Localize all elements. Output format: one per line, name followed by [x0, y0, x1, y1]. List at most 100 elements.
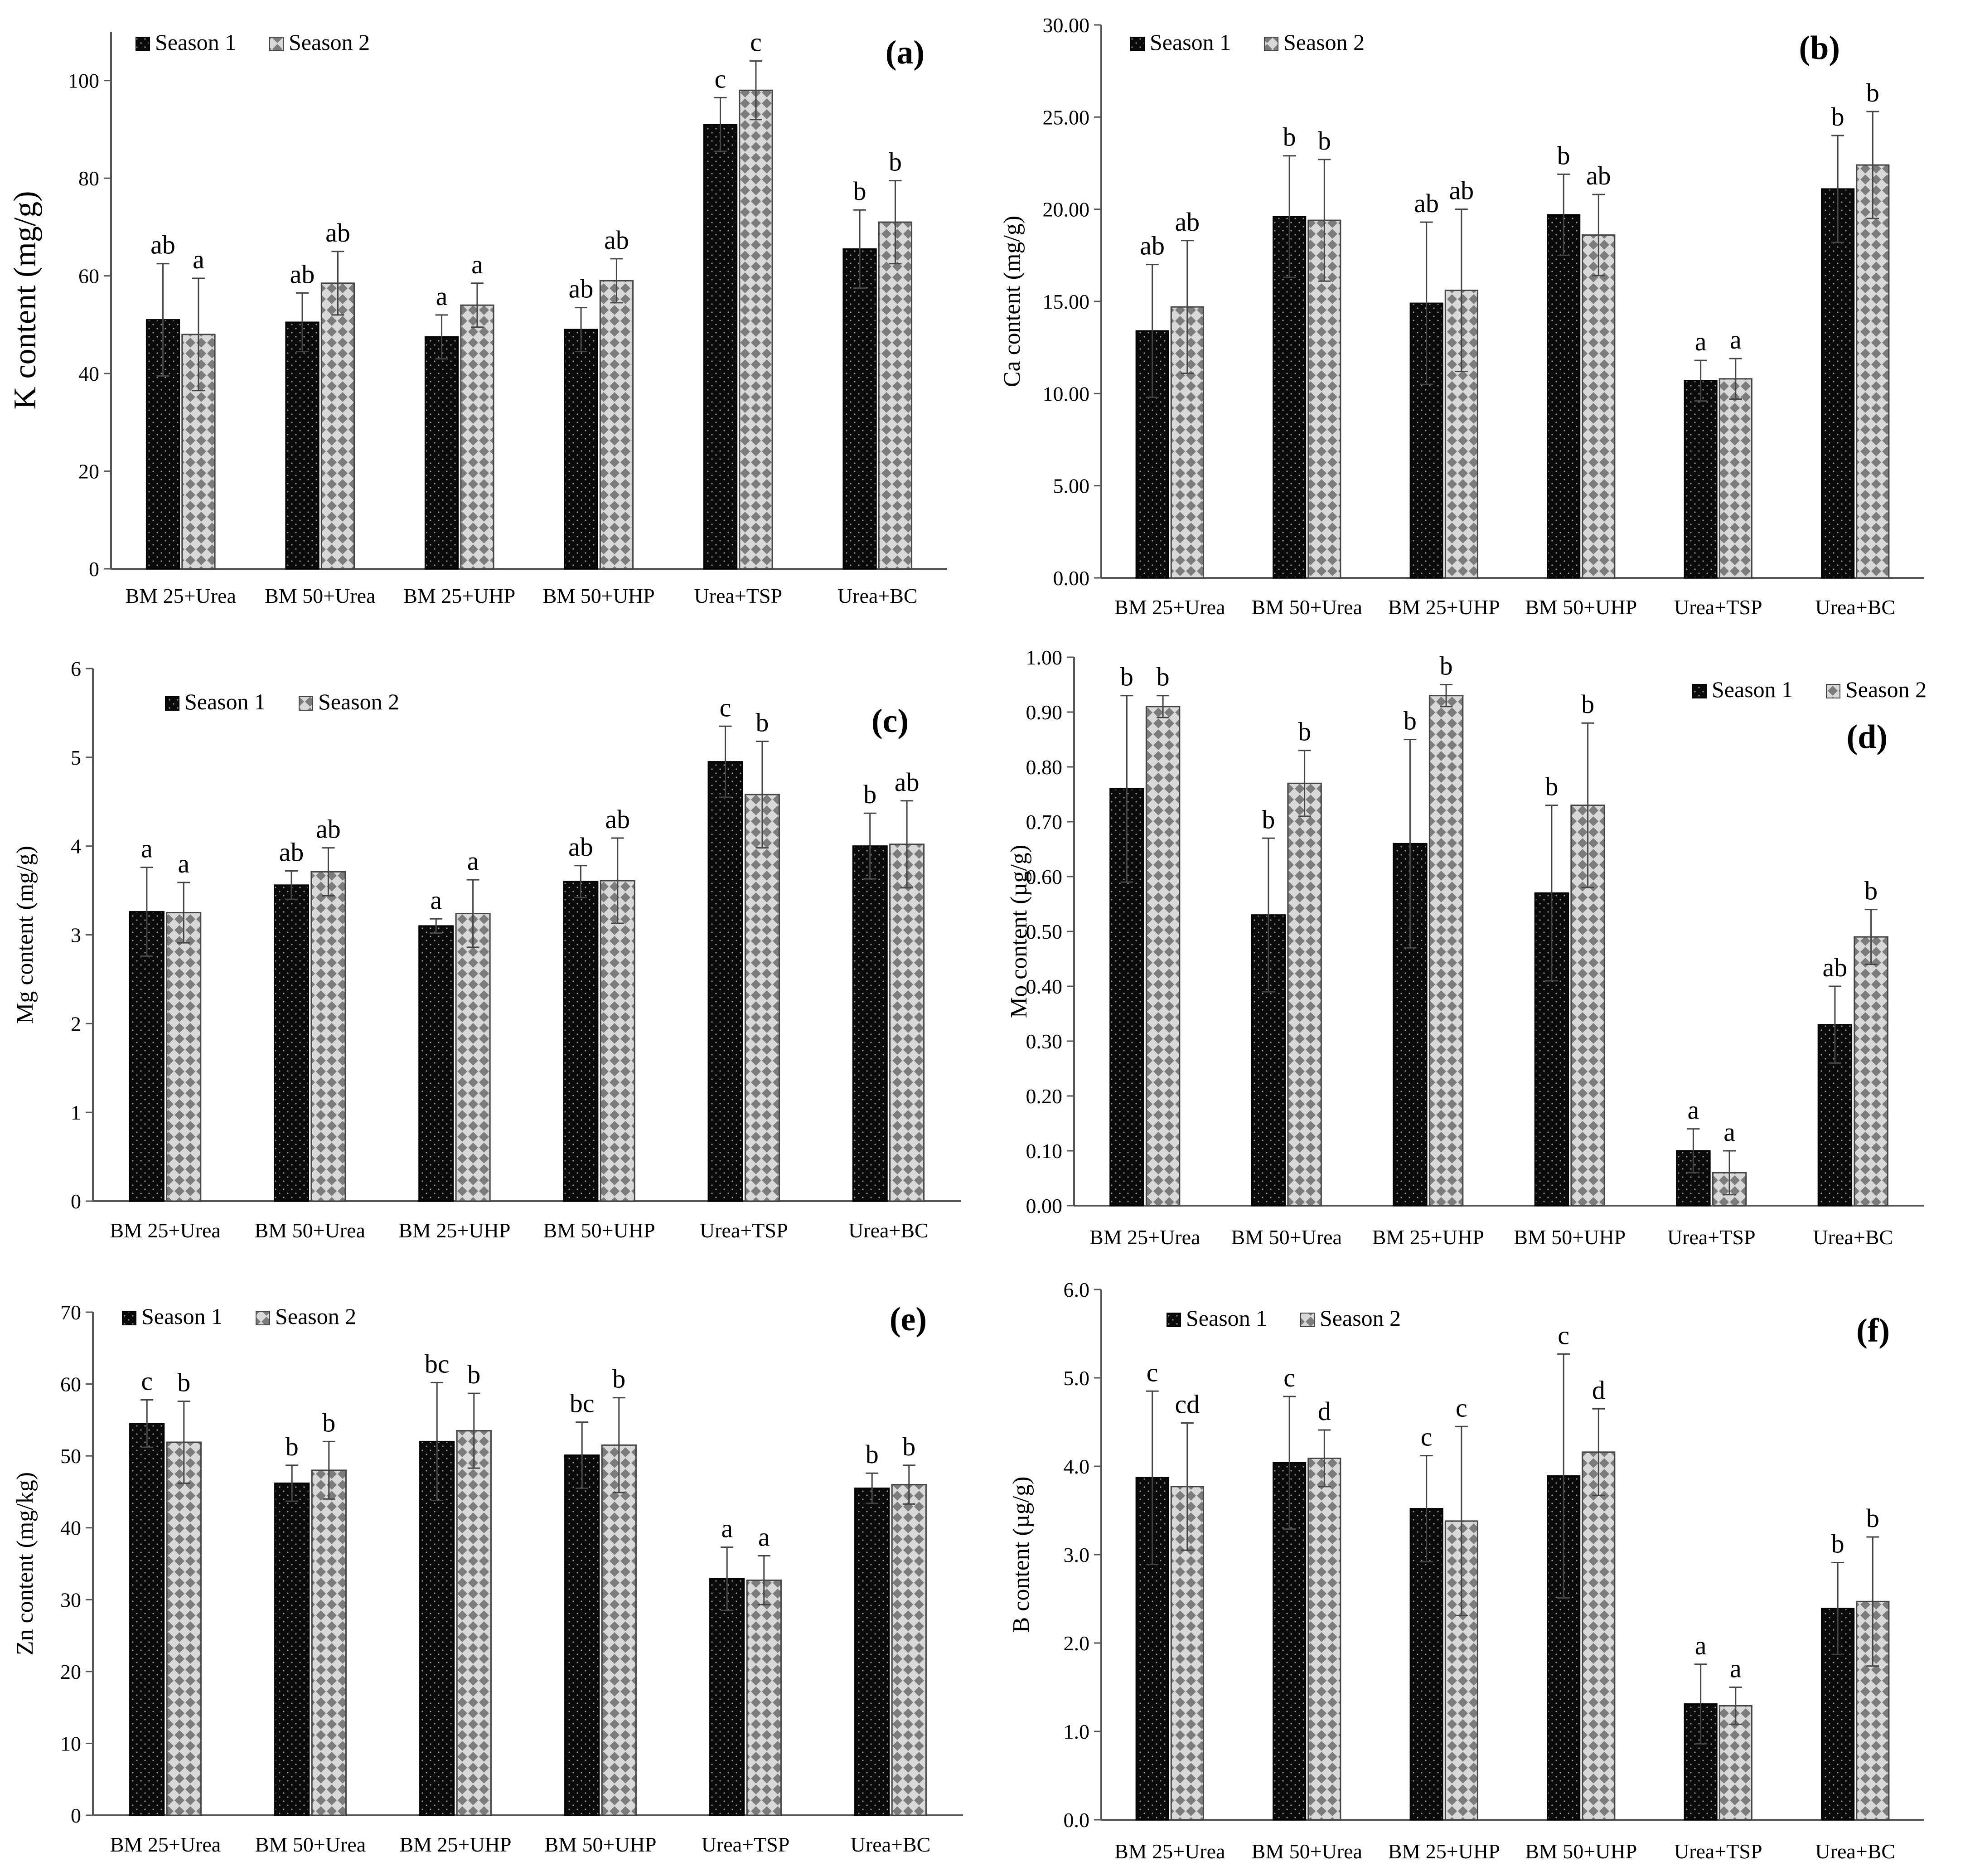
y-tick-label: 60: [78, 265, 99, 288]
y-tick-label: 0.60: [1026, 865, 1063, 888]
significance-letter: ab: [569, 274, 594, 304]
y-tick-label: 0.50: [1026, 920, 1063, 943]
x-tick-label: Urea+BC: [1813, 1226, 1893, 1249]
x-tick-label: Urea+TSP: [1674, 596, 1762, 619]
x-tick-label: Urea+BC: [1815, 1840, 1895, 1863]
x-tick-label: BM 25+UHP: [399, 1833, 511, 1856]
bar-season-2: [1718, 378, 1752, 579]
significance-letter: b: [866, 1440, 879, 1469]
y-tick-label: 1.00: [1026, 646, 1063, 669]
chart-panel-e: 0 10 20 30 40 50 60 70 Zn content (mg/kg) BM 25+U…: [12, 1301, 963, 1856]
significance-letter: cd: [1175, 1389, 1200, 1419]
bar-season-1: [854, 1488, 890, 1816]
bar-season-1: [842, 248, 877, 570]
significance-letter: c: [1558, 1320, 1569, 1350]
x-tick-label: BM 25+Urea: [126, 584, 236, 607]
significance-letter: a: [1695, 1631, 1707, 1660]
chart-panel-f: 0.0 1.0 2.0 3.0 4.0 5.0 6.0 B content (µg/g) BM …: [1008, 1278, 1924, 1863]
significance-letter: b: [755, 708, 769, 737]
legend-swatch-season-1: [165, 696, 179, 711]
significance-letter: ab: [325, 218, 350, 247]
bar-season-1: [564, 1454, 600, 1816]
x-tick-label: BM 25+Urea: [110, 1833, 221, 1856]
significance-letter: b: [1262, 805, 1275, 834]
bar-season-2: [1856, 1600, 1890, 1821]
significance-letter: ab: [1586, 161, 1611, 190]
bar-season-1: [1273, 1462, 1307, 1821]
significance-letter: b: [612, 1364, 625, 1394]
y-tick-label: 3: [71, 924, 81, 947]
legend-swatch-season-1: [1692, 684, 1707, 698]
panel-label: (c): [871, 703, 909, 740]
significance-letter: a: [1695, 327, 1707, 356]
y-tick-label: 4.0: [1064, 1455, 1090, 1478]
legend-label-season-1: Season 1: [184, 689, 266, 714]
x-tick-label: Urea+TSP: [702, 1833, 790, 1856]
bar-season-2: [1287, 782, 1322, 1207]
x-tick-label: Urea+TSP: [700, 1219, 788, 1242]
y-tick-label: 25.00: [1043, 106, 1090, 129]
y-tick-label: 70: [60, 1301, 81, 1324]
y-tick-label: 0.00: [1026, 1194, 1063, 1217]
bar-season-2: [1854, 936, 1888, 1207]
legend-label-season-1: Season 1: [155, 29, 236, 55]
significance-letter: b: [1545, 772, 1558, 801]
significance-letter: ab: [290, 259, 315, 289]
significance-letter: c: [1147, 1357, 1158, 1387]
panel-label: (a): [886, 34, 925, 71]
significance-letter: b: [467, 1360, 480, 1389]
significance-letter: ab: [1140, 231, 1165, 261]
y-tick-label: 30: [60, 1588, 81, 1611]
significance-letter: ab: [150, 230, 175, 260]
x-tick-label: BM 50+UHP: [1514, 1226, 1626, 1249]
significance-letter: b: [1557, 141, 1570, 170]
legend-swatch-season-1: [1167, 1313, 1181, 1327]
y-tick-label: 0: [71, 1190, 81, 1213]
significance-letter: ab: [1449, 176, 1474, 205]
bar-season-2: [456, 1430, 492, 1816]
bar-season-1: [1547, 214, 1581, 579]
legend-swatch-season-1: [1130, 37, 1145, 51]
significance-letter: b: [1831, 102, 1844, 131]
significance-letter: c: [715, 64, 726, 93]
bar-season-1: [703, 124, 738, 570]
legend-swatch-season-2: [1826, 684, 1840, 698]
panel-label: (b): [1799, 29, 1840, 67]
bar-season-1: [129, 911, 165, 1202]
significance-letter: a: [758, 1522, 770, 1552]
y-tick-label: 0.90: [1026, 701, 1063, 724]
bar-season-2: [1856, 164, 1890, 579]
bar-season-1: [274, 884, 310, 1202]
y-tick-label: 20: [60, 1660, 81, 1683]
y-tick-label: 20.00: [1043, 198, 1090, 221]
y-tick-label: 5.0: [1064, 1367, 1090, 1390]
x-tick-label: BM 50+Urea: [255, 1833, 366, 1856]
significance-letter: b: [1864, 876, 1878, 906]
significance-letter: c: [1456, 1393, 1467, 1422]
x-tick-label: Urea+BC: [1815, 596, 1895, 619]
x-tick-label: BM 50+Urea: [265, 584, 375, 607]
legend-swatch-season-2: [269, 37, 284, 51]
significance-letter: c: [141, 1366, 153, 1396]
y-axis-label: B content (µg/g): [1008, 1477, 1034, 1633]
significance-letter: a: [141, 834, 153, 863]
y-tick-label: 0.30: [1026, 1030, 1063, 1053]
significance-letter: d: [1318, 1396, 1331, 1426]
y-tick-label: 1: [71, 1101, 81, 1124]
legend-swatch-season-2: [1264, 37, 1278, 51]
significance-letter: a: [1730, 1654, 1742, 1683]
significance-letter: b: [286, 1432, 299, 1461]
y-tick-label: 0: [89, 557, 99, 581]
bar-season-1: [418, 925, 454, 1202]
y-tick-label: 0.70: [1026, 810, 1063, 834]
bar-season-2: [746, 1579, 782, 1816]
significance-letter: ab: [1823, 953, 1848, 982]
panel-label: (f): [1856, 1312, 1890, 1349]
y-tick-label: 10: [60, 1732, 81, 1755]
bar-season-1: [707, 761, 743, 1202]
y-tick-label: 5.00: [1053, 475, 1090, 498]
x-tick-label: BM 50+Urea: [1252, 596, 1362, 619]
significance-letter: b: [1318, 126, 1331, 155]
